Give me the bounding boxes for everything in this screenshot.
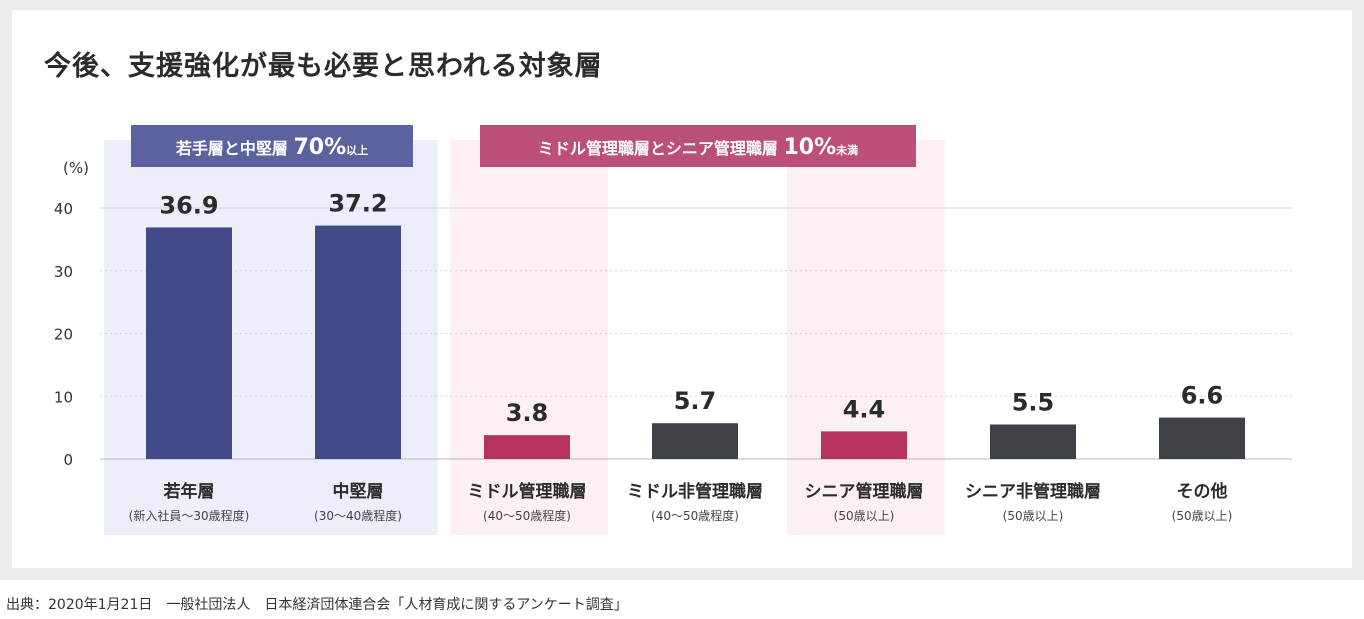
value-label-3: 3.8 bbox=[506, 399, 549, 427]
category-sublabel-7: (50歳以上) bbox=[1172, 509, 1233, 523]
bar-4 bbox=[652, 423, 738, 459]
group-banner-young-mid-bg bbox=[131, 125, 413, 167]
category-label-6: シニア非管理職層 bbox=[965, 481, 1101, 502]
value-label-5: 4.4 bbox=[843, 395, 886, 423]
group-panel-middle-manager bbox=[450, 140, 608, 535]
y-tick-label: 20 bbox=[54, 326, 73, 344]
group-banner-managers-text: ミドル管理職層とシニア管理職層 10%未満 bbox=[538, 135, 858, 160]
y-axis-label: (%) bbox=[63, 159, 89, 177]
y-tick-label: 10 bbox=[54, 388, 73, 406]
value-label-7: 6.6 bbox=[1181, 382, 1224, 410]
y-tick-label: 40 bbox=[54, 200, 73, 218]
category-sublabel-4: (40〜50歳程度) bbox=[651, 508, 739, 523]
category-label-4: ミドル非管理職層 bbox=[627, 481, 763, 502]
bar-3 bbox=[484, 435, 570, 459]
category-sublabel-1: (新入社員〜30歳程度) bbox=[129, 508, 250, 523]
chart-title: 今後、支援強化が最も必要と思われる対象層 bbox=[44, 51, 603, 82]
y-tick-label: 0 bbox=[63, 451, 73, 469]
bar-2 bbox=[315, 225, 401, 459]
category-label-7: その他 bbox=[1177, 481, 1228, 502]
category-label-5: シニア管理職層 bbox=[805, 481, 924, 502]
value-label-1: 36.9 bbox=[159, 191, 218, 219]
bar-chart: 0 10 20 30 40 (%) 若手層と中堅層 70%以上 ミドル管理職層とシニア管理職層… bbox=[54, 125, 1292, 535]
category-sublabel-3: (40〜50歳程度) bbox=[483, 508, 571, 523]
bar-7 bbox=[1159, 417, 1245, 459]
group-banner-managers-bg bbox=[480, 125, 916, 167]
bar-6 bbox=[990, 424, 1076, 459]
value-label-6: 5.5 bbox=[1012, 388, 1055, 416]
category-label-3: ミドル管理職層 bbox=[468, 481, 587, 502]
category-sublabel-2: (30〜40歳程度) bbox=[314, 508, 402, 523]
value-label-2: 37.2 bbox=[328, 190, 387, 218]
category-sublabel-6: (50歳以上) bbox=[1003, 509, 1064, 523]
y-tick-label: 30 bbox=[54, 263, 73, 281]
category-sublabel-5: (50歳以上) bbox=[834, 509, 895, 523]
value-label-4: 5.7 bbox=[674, 387, 717, 415]
bar-1 bbox=[146, 227, 232, 459]
category-label-1: 若年層 bbox=[163, 481, 215, 502]
category-label-2: 中堅層 bbox=[333, 481, 384, 502]
group-banner-young-mid-text: 若手層と中堅層 70%以上 bbox=[175, 135, 368, 160]
bar-5 bbox=[821, 431, 907, 459]
group-panel-senior-manager bbox=[787, 140, 945, 535]
source-note: 出典：2020年1月21日 一般社団法人 日本経済団体連合会「人材育成に関するア… bbox=[6, 597, 628, 613]
